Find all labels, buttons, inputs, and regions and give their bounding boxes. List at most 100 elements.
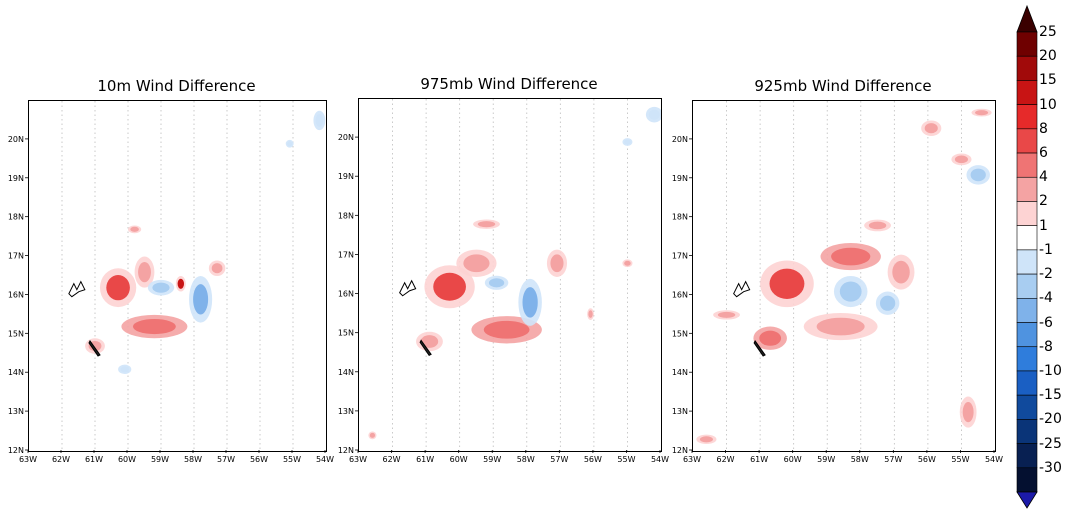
map-plot bbox=[368, 99, 661, 451]
x-tick-label: 54W bbox=[316, 455, 334, 464]
contour-blob bbox=[488, 278, 505, 288]
colorbar-label: 20 bbox=[1039, 48, 1057, 65]
contour-blob bbox=[315, 114, 324, 127]
y-tick-label: 19N bbox=[338, 172, 354, 181]
colorbar-band bbox=[1016, 176, 1038, 202]
map-axes: 63W 62W 61W 60W 59W 58W 57W 56W 55W 54W 12N 13N 14N 1… bbox=[8, 135, 334, 464]
x-tick-label: 63W bbox=[349, 455, 367, 464]
colorbar-label: 1 bbox=[1039, 217, 1048, 234]
contour-blob bbox=[550, 254, 564, 273]
contour-blob bbox=[433, 272, 466, 301]
x-tick-label: 59W bbox=[817, 455, 835, 464]
contour-blob bbox=[970, 168, 986, 182]
contour-blob bbox=[879, 295, 896, 311]
contour-blob bbox=[759, 330, 782, 346]
colorbar-band bbox=[1016, 225, 1038, 251]
panel-title: 975mb Wind Difference bbox=[420, 75, 598, 93]
contour-blob bbox=[648, 109, 660, 120]
map-plot bbox=[61, 101, 326, 451]
y-tick-label: 20N bbox=[672, 135, 688, 144]
y-tick-label: 15N bbox=[338, 329, 354, 338]
contour-blob bbox=[522, 287, 538, 318]
x-tick-label: 63W bbox=[683, 455, 701, 464]
contour-blob bbox=[211, 263, 223, 274]
contour-blob bbox=[699, 436, 713, 443]
colorbar-band bbox=[1016, 152, 1038, 178]
colorbar-band bbox=[1016, 322, 1038, 348]
colorbar-bottom-arrow bbox=[1016, 491, 1038, 509]
contour-blob bbox=[477, 221, 496, 228]
colorbar-label: -30 bbox=[1039, 459, 1062, 476]
x-tick-label: 61W bbox=[416, 455, 434, 464]
contour-blob bbox=[831, 247, 871, 266]
y-tick-label: 17N bbox=[338, 250, 354, 259]
y-tick-label: 13N bbox=[8, 407, 24, 416]
y-tick-label: 20N bbox=[338, 133, 354, 142]
contour-blob bbox=[483, 320, 530, 339]
map-axes: 63W 62W 61W 60W 59W 58W 57W 56W 55W 54W 12N 13N 14N 1… bbox=[338, 133, 669, 464]
colorbar-band bbox=[1016, 394, 1038, 420]
colorbar-band bbox=[1016, 467, 1038, 493]
contour-blob bbox=[924, 123, 938, 134]
y-tick-label: 16N bbox=[672, 290, 688, 299]
contour-blob bbox=[769, 268, 805, 299]
contour-blob bbox=[624, 260, 631, 266]
colorbar-band bbox=[1016, 346, 1038, 372]
contour-blob bbox=[816, 317, 865, 336]
y-tick-label: 12N bbox=[338, 446, 354, 455]
y-tick-label: 17N bbox=[8, 252, 24, 261]
colorbar-band bbox=[1016, 273, 1038, 299]
colorbar-band bbox=[1016, 55, 1038, 81]
x-tick-label: 58W bbox=[517, 455, 535, 464]
x-tick-label: 60W bbox=[450, 455, 468, 464]
y-tick-label: 19N bbox=[672, 174, 688, 183]
colorbar-label: 15 bbox=[1039, 72, 1057, 89]
x-tick-label: 57W bbox=[217, 455, 235, 464]
colorbar-label: -10 bbox=[1039, 362, 1062, 379]
x-tick-label: 62W bbox=[717, 455, 735, 464]
contour-blob bbox=[463, 254, 490, 273]
colorbar-label: -4 bbox=[1039, 290, 1053, 307]
x-tick-label: 54W bbox=[651, 455, 669, 464]
colorbar-band bbox=[1016, 419, 1038, 444]
y-tick-label: 14N bbox=[8, 368, 24, 377]
map-axes: 63W 62W 61W 60W 59W 58W 57W 56W 55W 54W 12N 13N 14N 1… bbox=[672, 135, 1003, 464]
colorbar-band bbox=[1016, 249, 1038, 275]
x-tick-label: 57W bbox=[550, 455, 568, 464]
colorbar-band bbox=[1016, 443, 1038, 469]
contour-blob bbox=[975, 110, 989, 116]
y-tick-label: 15N bbox=[672, 329, 688, 338]
island-martinique bbox=[419, 339, 432, 356]
colorbar-label: -8 bbox=[1039, 338, 1053, 355]
x-tick-label: 56W bbox=[918, 455, 936, 464]
x-tick-label: 57W bbox=[884, 455, 902, 464]
colorbar-label: 6 bbox=[1039, 145, 1048, 162]
y-tick-label: 12N bbox=[8, 446, 24, 455]
colorbar-label: 2 bbox=[1039, 193, 1048, 210]
colorbar-band bbox=[1016, 128, 1038, 154]
x-tick-label: 55W bbox=[951, 455, 969, 464]
island-martinique bbox=[88, 339, 101, 357]
colorbar-band bbox=[1016, 31, 1038, 57]
y-tick-label: 18N bbox=[338, 211, 354, 220]
contour-blob bbox=[287, 141, 293, 147]
contour-blob bbox=[130, 226, 139, 232]
contour-blob bbox=[152, 282, 170, 293]
map-frame bbox=[358, 98, 662, 452]
contour-blob bbox=[132, 318, 176, 335]
island-guadeloupe bbox=[68, 280, 86, 298]
y-tick-label: 18N bbox=[672, 213, 688, 222]
x-tick-label: 54W bbox=[985, 455, 1003, 464]
x-tick-label: 62W bbox=[52, 455, 70, 464]
y-tick-label: 17N bbox=[672, 252, 688, 261]
colorbar: 25 20 15 10 8 6 4 2 1 -1 -2 -4 -6 -8 -10 -15 -20 -25 -30 bbox=[1013, 4, 1068, 509]
contour-blob bbox=[868, 221, 887, 230]
panel-title: 10m Wind Difference bbox=[97, 77, 256, 95]
x-tick-label: 59W bbox=[151, 455, 169, 464]
y-tick-label: 13N bbox=[338, 407, 354, 416]
x-tick-label: 63W bbox=[19, 455, 37, 464]
x-tick-label: 55W bbox=[617, 455, 635, 464]
contour-blob bbox=[420, 335, 439, 348]
contour-blob bbox=[624, 139, 631, 145]
colorbar-band bbox=[1016, 298, 1038, 323]
